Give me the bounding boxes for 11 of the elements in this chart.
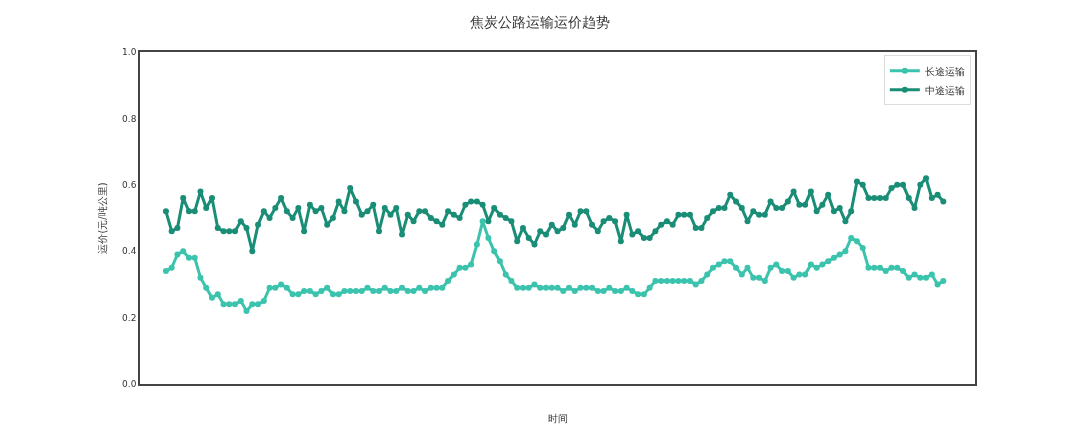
y-tick-label: 0.4 xyxy=(122,246,137,257)
chart-title: 焦炭公路运输运价趋势 xyxy=(470,14,610,31)
y-tick-label: 1.0 xyxy=(122,47,137,58)
y-tick-label: 0.6 xyxy=(122,179,137,190)
legend-label: 中途运输 xyxy=(924,84,965,96)
y-axis-title: 运价(元/吨公里) xyxy=(96,182,108,254)
y-tick-label: 0.8 xyxy=(122,113,137,124)
y-tick-label: 0.2 xyxy=(122,312,137,323)
y-tick-label: 0.0 xyxy=(122,379,137,390)
x-axis-title: 时间 xyxy=(547,412,568,424)
legend-label: 长途运输 xyxy=(924,65,965,77)
